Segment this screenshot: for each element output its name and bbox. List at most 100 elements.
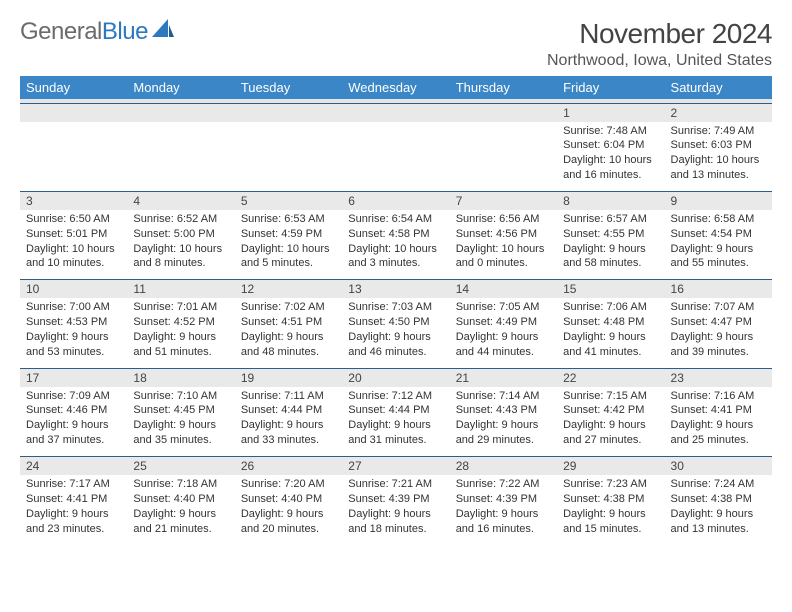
day-detail-cell: Sunrise: 7:06 AMSunset: 4:48 PMDaylight:… xyxy=(557,298,664,368)
sunset-line: Sunset: 5:00 PM xyxy=(133,227,228,242)
daylight-line-1: Daylight: 9 hours xyxy=(456,330,551,345)
daylight-line-1: Daylight: 9 hours xyxy=(348,330,443,345)
day-detail-cell: Sunrise: 7:20 AMSunset: 4:40 PMDaylight:… xyxy=(235,475,342,544)
day-number-cell: 28 xyxy=(450,457,557,476)
day-number-cell: 11 xyxy=(127,280,234,299)
day-detail-cell: Sunrise: 7:23 AMSunset: 4:38 PMDaylight:… xyxy=(557,475,664,544)
day-detail-cell: Sunrise: 7:00 AMSunset: 4:53 PMDaylight:… xyxy=(20,298,127,368)
daylight-line-1: Daylight: 9 hours xyxy=(348,418,443,433)
day-number-cell: 18 xyxy=(127,368,234,387)
day-number-cell: 27 xyxy=(342,457,449,476)
daylight-line-2: and 55 minutes. xyxy=(671,256,766,271)
sunrise-line: Sunrise: 6:53 AM xyxy=(241,212,336,227)
sunrise-line: Sunrise: 7:06 AM xyxy=(563,300,658,315)
daylight-line-1: Daylight: 10 hours xyxy=(133,242,228,257)
sunset-line: Sunset: 4:43 PM xyxy=(456,403,551,418)
sunset-line: Sunset: 4:38 PM xyxy=(563,492,658,507)
daylight-line-2: and 3 minutes. xyxy=(348,256,443,271)
week-detail-row: Sunrise: 6:50 AMSunset: 5:01 PMDaylight:… xyxy=(20,210,772,280)
daylight-line-1: Daylight: 9 hours xyxy=(26,418,121,433)
daylight-line-2: and 37 minutes. xyxy=(26,433,121,448)
sunset-line: Sunset: 4:38 PM xyxy=(671,492,766,507)
daylight-line-2: and 16 minutes. xyxy=(563,168,658,183)
day-detail-cell: Sunrise: 6:54 AMSunset: 4:58 PMDaylight:… xyxy=(342,210,449,280)
sunset-line: Sunset: 4:58 PM xyxy=(348,227,443,242)
sunrise-line: Sunrise: 7:11 AM xyxy=(241,389,336,404)
sunrise-line: Sunrise: 7:12 AM xyxy=(348,389,443,404)
day-number-cell xyxy=(342,103,449,122)
day-number-cell: 17 xyxy=(20,368,127,387)
week-number-row: 12 xyxy=(20,103,772,122)
day-header: Wednesday xyxy=(342,76,449,99)
daylight-line-2: and 25 minutes. xyxy=(671,433,766,448)
sunrise-line: Sunrise: 7:03 AM xyxy=(348,300,443,315)
day-number-cell: 23 xyxy=(665,368,772,387)
sunset-line: Sunset: 4:46 PM xyxy=(26,403,121,418)
day-detail-cell: Sunrise: 6:53 AMSunset: 4:59 PMDaylight:… xyxy=(235,210,342,280)
daylight-line-1: Daylight: 9 hours xyxy=(241,330,336,345)
daylight-line-1: Daylight: 9 hours xyxy=(133,418,228,433)
daylight-line-1: Daylight: 9 hours xyxy=(133,507,228,522)
title-block: November 2024 Northwood, Iowa, United St… xyxy=(547,18,772,70)
daylight-line-1: Daylight: 9 hours xyxy=(133,330,228,345)
day-header-row: Sunday Monday Tuesday Wednesday Thursday… xyxy=(20,76,772,99)
day-detail-cell: Sunrise: 7:17 AMSunset: 4:41 PMDaylight:… xyxy=(20,475,127,544)
day-detail-cell xyxy=(20,122,127,192)
day-header: Monday xyxy=(127,76,234,99)
day-detail-cell xyxy=(127,122,234,192)
daylight-line-1: Daylight: 10 hours xyxy=(348,242,443,257)
sunset-line: Sunset: 4:54 PM xyxy=(671,227,766,242)
day-number-cell: 26 xyxy=(235,457,342,476)
day-number-cell: 30 xyxy=(665,457,772,476)
logo-text-blue: Blue xyxy=(102,18,148,46)
daylight-line-2: and 0 minutes. xyxy=(456,256,551,271)
daylight-line-1: Daylight: 9 hours xyxy=(456,507,551,522)
daylight-line-2: and 39 minutes. xyxy=(671,345,766,360)
week-number-row: 3456789 xyxy=(20,191,772,210)
week-detail-row: Sunrise: 7:48 AMSunset: 6:04 PMDaylight:… xyxy=(20,122,772,192)
day-detail-cell: Sunrise: 7:14 AMSunset: 4:43 PMDaylight:… xyxy=(450,387,557,457)
daylight-line-2: and 41 minutes. xyxy=(563,345,658,360)
sunrise-line: Sunrise: 7:02 AM xyxy=(241,300,336,315)
day-number-cell: 10 xyxy=(20,280,127,299)
sunset-line: Sunset: 4:40 PM xyxy=(241,492,336,507)
sunset-line: Sunset: 4:47 PM xyxy=(671,315,766,330)
sunrise-line: Sunrise: 7:07 AM xyxy=(671,300,766,315)
sunrise-line: Sunrise: 7:16 AM xyxy=(671,389,766,404)
day-number-cell: 2 xyxy=(665,103,772,122)
day-detail-cell: Sunrise: 7:15 AMSunset: 4:42 PMDaylight:… xyxy=(557,387,664,457)
daylight-line-2: and 31 minutes. xyxy=(348,433,443,448)
daylight-line-2: and 53 minutes. xyxy=(26,345,121,360)
day-number-cell: 4 xyxy=(127,191,234,210)
daylight-line-2: and 35 minutes. xyxy=(133,433,228,448)
day-number-cell: 14 xyxy=(450,280,557,299)
daylight-line-2: and 23 minutes. xyxy=(26,522,121,537)
day-number-cell: 5 xyxy=(235,191,342,210)
daylight-line-2: and 27 minutes. xyxy=(563,433,658,448)
logo-text-gray: General xyxy=(20,18,102,46)
sunset-line: Sunset: 4:45 PM xyxy=(133,403,228,418)
day-detail-cell: Sunrise: 7:48 AMSunset: 6:04 PMDaylight:… xyxy=(557,122,664,192)
day-number-cell: 6 xyxy=(342,191,449,210)
sunrise-line: Sunrise: 6:58 AM xyxy=(671,212,766,227)
day-number-cell: 9 xyxy=(665,191,772,210)
sunset-line: Sunset: 4:44 PM xyxy=(348,403,443,418)
sunrise-line: Sunrise: 7:49 AM xyxy=(671,124,766,139)
sunset-line: Sunset: 4:39 PM xyxy=(456,492,551,507)
daylight-line-1: Daylight: 9 hours xyxy=(671,507,766,522)
daylight-line-2: and 16 minutes. xyxy=(456,522,551,537)
calendar-table: Sunday Monday Tuesday Wednesday Thursday… xyxy=(20,76,772,544)
day-number-cell: 12 xyxy=(235,280,342,299)
day-detail-cell: Sunrise: 7:01 AMSunset: 4:52 PMDaylight:… xyxy=(127,298,234,368)
day-detail-cell: Sunrise: 7:21 AMSunset: 4:39 PMDaylight:… xyxy=(342,475,449,544)
day-number-cell xyxy=(127,103,234,122)
daylight-line-1: Daylight: 9 hours xyxy=(456,418,551,433)
day-detail-cell: Sunrise: 6:58 AMSunset: 4:54 PMDaylight:… xyxy=(665,210,772,280)
daylight-line-1: Daylight: 10 hours xyxy=(456,242,551,257)
day-number-cell xyxy=(235,103,342,122)
day-number-cell: 29 xyxy=(557,457,664,476)
daylight-line-2: and 18 minutes. xyxy=(348,522,443,537)
day-detail-cell: Sunrise: 7:10 AMSunset: 4:45 PMDaylight:… xyxy=(127,387,234,457)
daylight-line-1: Daylight: 9 hours xyxy=(241,507,336,522)
sunset-line: Sunset: 5:01 PM xyxy=(26,227,121,242)
